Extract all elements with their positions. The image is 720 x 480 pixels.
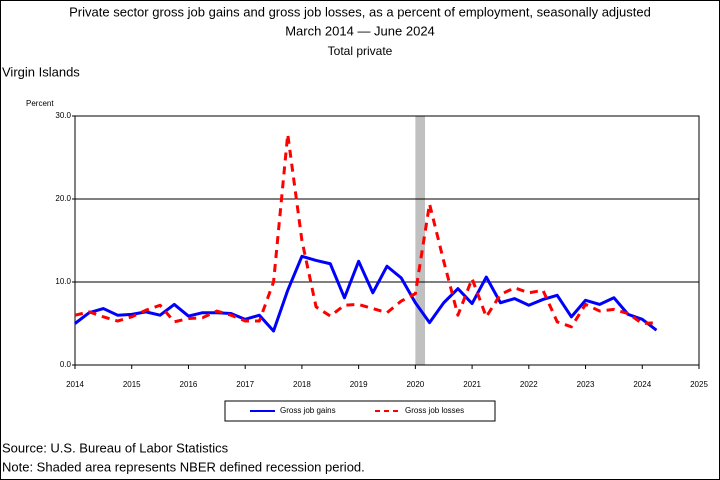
x-tick-label: 2020 — [406, 380, 424, 389]
x-tick-label: 2021 — [463, 380, 481, 389]
legend-label: Gross job gains — [280, 406, 336, 415]
chart-subtitle: Total private — [328, 44, 393, 58]
plot-frame — [74, 115, 700, 366]
x-tick-label: 2022 — [520, 380, 538, 389]
x-tick-label: 2023 — [577, 380, 595, 389]
y-axis-label: Percent — [26, 99, 54, 108]
legend-box — [224, 400, 496, 422]
region-label: Virgin Islands — [2, 64, 80, 79]
x-tick-label: 2015 — [123, 380, 141, 389]
legend-label: Gross job losses — [405, 406, 464, 415]
y-tick-label: 30.0 — [55, 111, 71, 120]
note: Note: Shaded area represents NBER define… — [2, 459, 365, 474]
chart-title: Private sector gross job gains and gross… — [69, 4, 651, 19]
x-tick-label: 2018 — [293, 380, 311, 389]
x-tick-label: 2017 — [236, 380, 254, 389]
series-line — [74, 254, 658, 333]
x-tick-label: 2016 — [180, 380, 198, 389]
y-tick-label: 0.0 — [60, 360, 72, 369]
chart-subtitle: March 2014 — June 2024 — [285, 23, 435, 38]
recession-shade — [415, 116, 426, 365]
y-tick-label: 10.0 — [55, 277, 71, 286]
x-tick-label: 2024 — [633, 380, 651, 389]
x-tick-label: 2019 — [350, 380, 368, 389]
x-tick-label: 2014 — [66, 380, 84, 389]
series-line — [74, 132, 657, 329]
source: Source: U.S. Bureau of Labor Statistics — [2, 440, 229, 455]
y-tick-label: 20.0 — [55, 194, 71, 203]
x-tick-label: 2025 — [690, 380, 708, 389]
